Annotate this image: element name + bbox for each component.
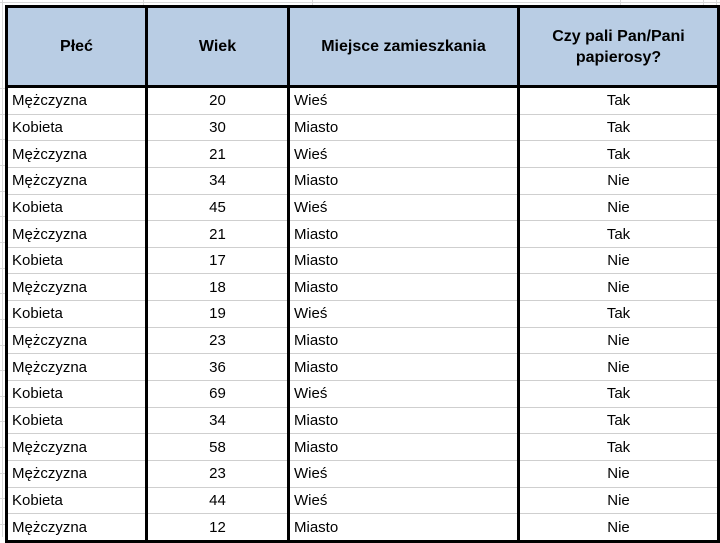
cell[interactable]: Kobieta [5, 194, 148, 222]
cell[interactable]: Kobieta [5, 407, 148, 435]
table-row: Mężczyzna 12 Miasto Nie [5, 513, 720, 543]
table-row: Mężczyzna 36 Miasto Nie [5, 353, 720, 382]
cell[interactable]: Miasto [288, 220, 520, 248]
cell[interactable]: Wieś [288, 86, 520, 115]
cell[interactable]: Mężczyzna [5, 353, 148, 382]
cell[interactable]: Tak [518, 433, 720, 461]
cell[interactable]: 19 [146, 300, 290, 328]
cell[interactable]: 23 [146, 327, 290, 355]
cell[interactable]: Nie [518, 327, 720, 355]
cell[interactable]: Miasto [288, 407, 520, 435]
cell[interactable]: Mężczyzna [5, 220, 148, 248]
cell[interactable]: Wieś [288, 300, 520, 328]
cell[interactable]: Nie [518, 487, 720, 515]
cell[interactable]: Tak [518, 220, 720, 248]
cell[interactable]: Miasto [288, 114, 520, 142]
cell[interactable]: Tak [518, 86, 720, 115]
header-cell-0[interactable]: Płeć [5, 5, 148, 88]
cell[interactable]: Kobieta [5, 300, 148, 328]
cell[interactable]: Miasto [288, 247, 520, 275]
cell[interactable]: Miasto [288, 433, 520, 461]
table-row: Kobieta 30 Miasto Tak [5, 114, 720, 142]
table-row: Mężczyzna 23 Miasto Nie [5, 327, 720, 355]
table-row: Mężczyzna 23 Wieś Nie [5, 460, 720, 488]
table-row: Kobieta 19 Wieś Tak [5, 300, 720, 328]
cell[interactable]: 69 [146, 380, 290, 408]
cell[interactable]: 45 [146, 194, 290, 222]
table-row: Kobieta 17 Miasto Nie [5, 247, 720, 275]
cell[interactable]: 18 [146, 273, 290, 302]
cell[interactable]: Tak [518, 380, 720, 408]
header-cell-1[interactable]: Wiek [145, 5, 290, 88]
cell[interactable]: Mężczyzna [5, 167, 148, 195]
cell[interactable]: 21 [146, 140, 290, 168]
cell[interactable]: Nie [518, 273, 720, 302]
cell[interactable]: Kobieta [5, 114, 148, 142]
table-row: Mężczyzna 58 Miasto Tak [5, 433, 720, 461]
header-cell-2[interactable]: Miejsce zamieszkania [287, 5, 520, 88]
table-body: Mężczyzna 20 Wieś Tak Kobieta 30 Miasto Tak Mężc… [5, 86, 720, 543]
table-row: Kobieta 69 Wieś Tak [5, 380, 720, 408]
table-row: Kobieta 44 Wieś Nie [5, 487, 720, 515]
table-row: Mężczyzna 34 Miasto Nie [5, 167, 720, 195]
cell[interactable]: Mężczyzna [5, 433, 148, 461]
table-row: Mężczyzna 21 Miasto Tak [5, 220, 720, 248]
table-row: Mężczyzna 21 Wieś Tak [5, 140, 720, 168]
cell[interactable]: 20 [146, 86, 290, 115]
cell[interactable]: 44 [146, 487, 290, 515]
table-row: Kobieta 45 Wieś Nie [5, 194, 720, 222]
sheet-gridline-v [2, 0, 3, 537]
cell[interactable]: Tak [518, 300, 720, 328]
cell[interactable]: Kobieta [5, 247, 148, 275]
cell[interactable]: Miasto [288, 273, 520, 302]
cell[interactable]: 58 [146, 433, 290, 461]
survey-table: Płeć Wiek Miejsce zamieszkania Czy pali Pan… [5, 5, 720, 543]
cell[interactable]: Wieś [288, 194, 520, 222]
cell[interactable]: Mężczyzna [5, 273, 148, 302]
cell[interactable]: Nie [518, 247, 720, 275]
cell[interactable]: 21 [146, 220, 290, 248]
cell[interactable]: Nie [518, 513, 720, 543]
cell[interactable]: Mężczyzna [5, 513, 148, 543]
cell[interactable]: Nie [518, 167, 720, 195]
cell[interactable]: 30 [146, 114, 290, 142]
header-cell-3[interactable]: Czy pali Pan/Pani papierosy? [517, 5, 720, 88]
cell[interactable]: 23 [146, 460, 290, 488]
table-row: Mężczyzna 18 Miasto Nie [5, 273, 720, 302]
cell[interactable]: Miasto [288, 353, 520, 382]
table-header: Płeć Wiek Miejsce zamieszkania Czy pali Pan… [5, 5, 720, 88]
cell[interactable]: Nie [518, 353, 720, 382]
cell[interactable]: Wieś [288, 380, 520, 408]
cell[interactable]: Nie [518, 194, 720, 222]
cell[interactable]: Miasto [288, 513, 520, 543]
sheet-gridline-h [0, 2, 720, 3]
cell[interactable]: Kobieta [5, 380, 148, 408]
cell[interactable]: Miasto [288, 327, 520, 355]
table-row: Kobieta 34 Miasto Tak [5, 407, 720, 435]
cell[interactable]: Miasto [288, 167, 520, 195]
cell[interactable]: Mężczyzna [5, 86, 148, 115]
header-row: Płeć Wiek Miejsce zamieszkania Czy pali Pan… [5, 5, 720, 88]
table-row: Mężczyzna 20 Wieś Tak [5, 86, 720, 115]
cell[interactable]: 12 [146, 513, 290, 543]
cell[interactable]: Mężczyzna [5, 140, 148, 168]
cell[interactable]: 34 [146, 407, 290, 435]
cell[interactable]: Wieś [288, 487, 520, 515]
cell[interactable]: Tak [518, 114, 720, 142]
cell[interactable]: Kobieta [5, 487, 148, 515]
cell[interactable]: 36 [146, 353, 290, 382]
cell[interactable]: 17 [146, 247, 290, 275]
cell[interactable]: Wieś [288, 460, 520, 488]
cell[interactable]: Mężczyzna [5, 460, 148, 488]
cell[interactable]: Nie [518, 460, 720, 488]
cell[interactable]: 34 [146, 167, 290, 195]
cell[interactable]: Mężczyzna [5, 327, 148, 355]
cell[interactable]: Tak [518, 407, 720, 435]
cell[interactable]: Tak [518, 140, 720, 168]
cell[interactable]: Wieś [288, 140, 520, 168]
